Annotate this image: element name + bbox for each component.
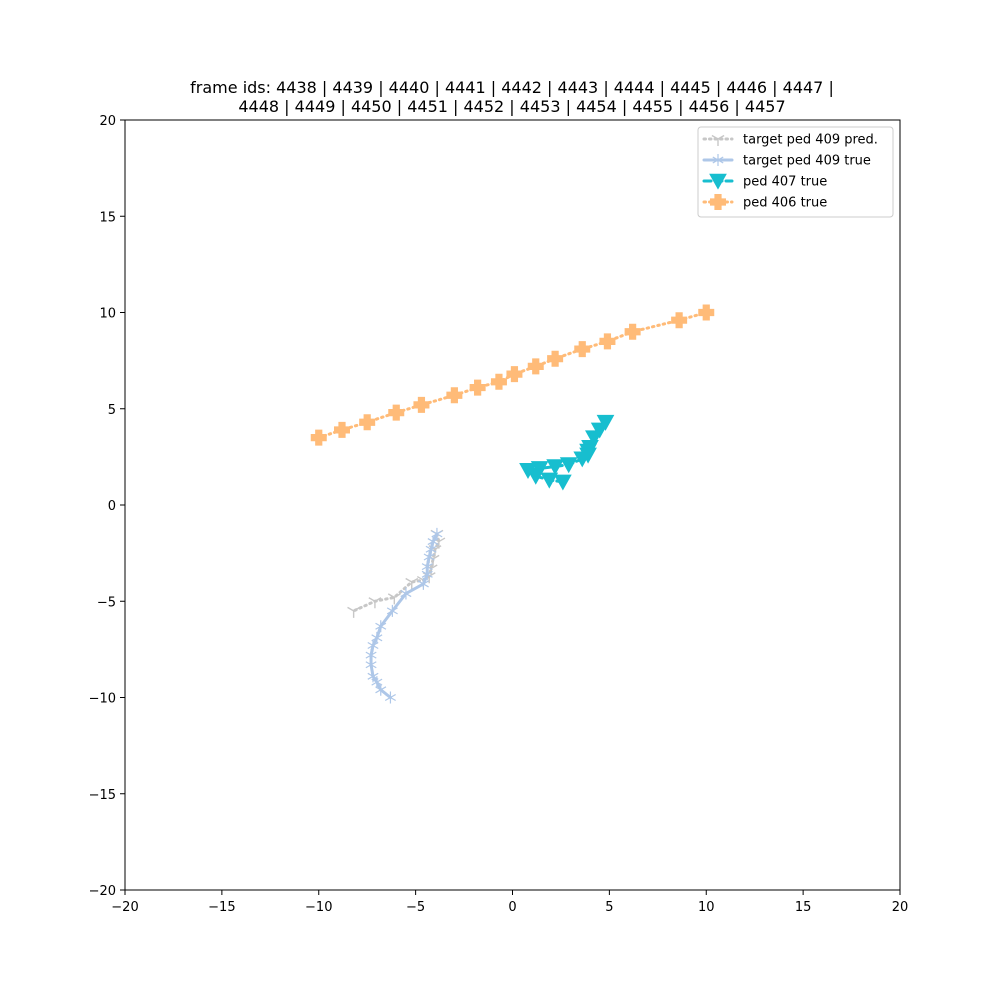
x-tick-label-6: 10 [698, 900, 715, 915]
legend-label-3: ped 406 true [743, 196, 827, 211]
data-point-1-1 [427, 535, 439, 548]
y-tick-label-3: −5 [97, 595, 116, 610]
x-tick-label-1: −15 [208, 900, 235, 915]
data-point-1-6 [417, 577, 429, 590]
data-point-2-2 [585, 430, 603, 447]
y-tick-label-8: 20 [99, 114, 116, 129]
series-3 [310, 304, 715, 446]
y-tick-label-2: −10 [89, 692, 116, 707]
data-point-3-12 [599, 333, 616, 350]
y-tick-label-4: 0 [108, 499, 116, 514]
y-tick-label-7: 15 [99, 210, 116, 225]
data-point-1-13 [365, 658, 377, 671]
data-point-3-7 [490, 373, 507, 390]
data-point-1-7 [400, 587, 412, 600]
y-tick-label-5: 5 [108, 403, 116, 418]
y-tick-label-6: 10 [99, 307, 116, 322]
legend-label-0: target ped 409 pred. [743, 133, 878, 148]
data-point-1-2 [425, 543, 437, 556]
data-point-3-13 [624, 323, 641, 340]
y-tick-label-0: −20 [89, 884, 116, 899]
data-point-3-10 [547, 350, 564, 367]
data-point-1-9 [375, 620, 387, 633]
data-point-1-17 [384, 691, 396, 704]
data-point-2-7 [559, 457, 578, 474]
data-point-0-7 [405, 577, 419, 589]
series-line-3 [317, 311, 708, 440]
data-point-2-13 [554, 474, 572, 491]
data-point-2-6 [573, 451, 592, 468]
data-point-3-9 [527, 358, 544, 375]
data-point-3-1 [334, 421, 350, 438]
x-tick-label-7: 15 [795, 900, 812, 915]
x-tick-label-5: 5 [605, 900, 613, 915]
data-point-1-11 [367, 639, 379, 652]
data-point-3-4 [413, 396, 430, 413]
x-tick-label-8: 20 [892, 900, 909, 915]
data-point-2-11 [526, 468, 545, 485]
data-point-3-2 [359, 414, 376, 431]
series-2 [519, 414, 615, 491]
legend-marker-3 [710, 194, 726, 210]
legend-label-2: ped 407 true [743, 175, 827, 190]
data-point-1-16 [375, 683, 387, 696]
legend-marker-0 [711, 134, 725, 146]
axes: −20 −15 −10 −5 0 5 10 15 20 −20 −15 −10 −5 0 5 10 15 20 [89, 114, 909, 915]
data-point-3-0 [310, 429, 327, 446]
data-point-0-8 [387, 593, 401, 605]
x-tick-label-4: 0 [508, 900, 516, 915]
data-point-2-8 [546, 459, 564, 476]
data-point-1-3 [423, 550, 435, 563]
data-point-3-15 [698, 304, 715, 321]
data-point-3-5 [446, 387, 463, 404]
data-point-0-9 [368, 597, 382, 609]
x-tick-label-2: −10 [305, 900, 332, 915]
data-point-3-14 [671, 312, 688, 329]
legend-marker-2 [709, 173, 727, 190]
x-tick-label-3: −5 [406, 900, 425, 915]
y-tick-label-1: −15 [89, 788, 116, 803]
data-point-1-5 [421, 568, 433, 581]
series-1 [365, 527, 443, 704]
data-point-1-8 [386, 604, 398, 617]
legend-marker-1 [712, 154, 724, 166]
data-point-2-12 [540, 472, 559, 489]
data-point-3-6 [469, 379, 486, 396]
x-tick-label-0: −20 [111, 900, 138, 915]
legend: target ped 409 pred. target ped 409 true p… [697, 126, 894, 218]
data-point-3-8 [506, 366, 523, 383]
legend-label-1: target ped 409 true [743, 154, 871, 169]
chart-title-line-2: 4448 | 4449 | 4450 | 4451 | 4452 | 4453 … [238, 97, 785, 116]
chart-title-line-1: frame ids: 4438 | 4439 | 4440 | 4441 | 4… [190, 78, 834, 97]
data-point-0-10 [347, 606, 361, 618]
data-point-3-11 [574, 341, 591, 358]
legend-box [697, 126, 894, 218]
data-point-3-3 [388, 404, 405, 421]
plot-area [310, 304, 715, 704]
